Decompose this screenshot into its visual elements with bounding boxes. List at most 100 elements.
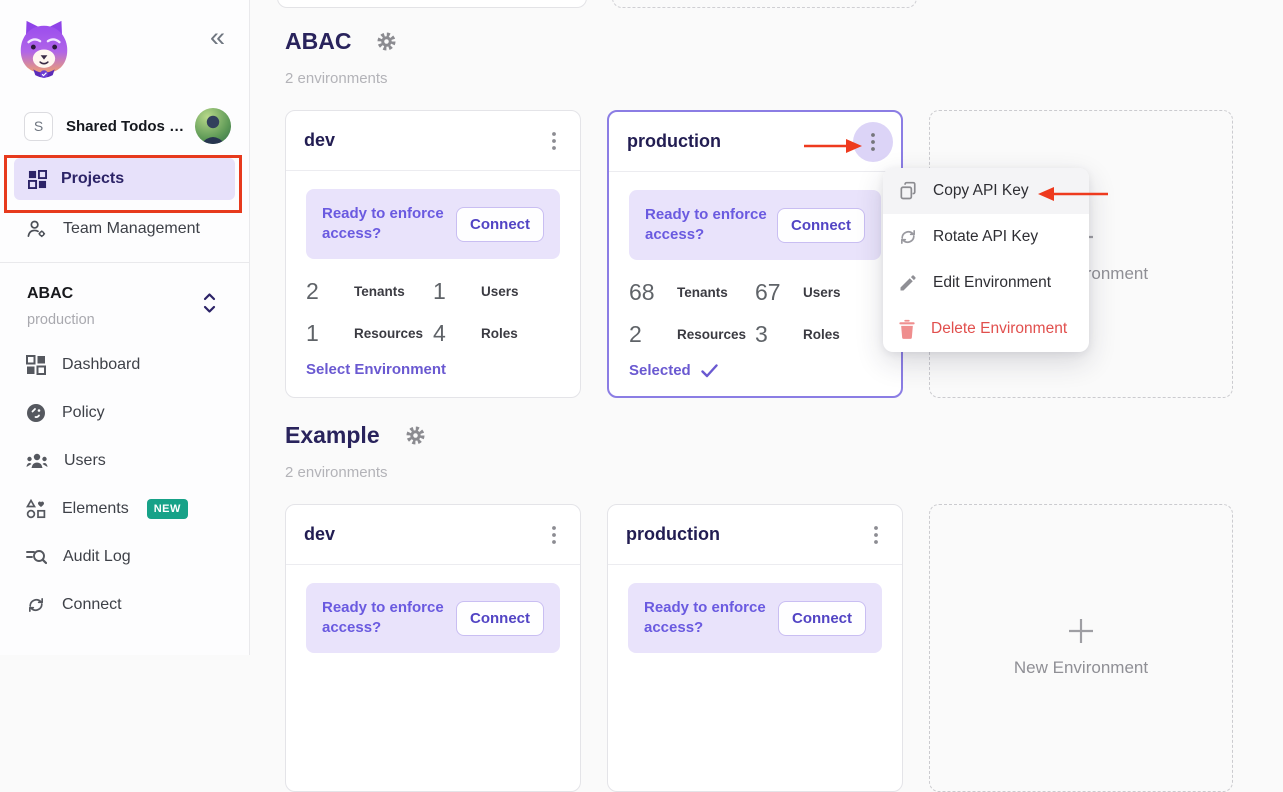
users-icon: [26, 453, 48, 468]
sidebar-item-label: Connect: [62, 596, 122, 613]
selected-project-name: ABAC: [27, 285, 74, 302]
sidebar-item-label: Audit Log: [63, 548, 131, 565]
rotate-icon: [901, 230, 915, 244]
team-management-icon: [27, 220, 46, 238]
connect-banner: Ready to enforce access? Connect: [306, 189, 560, 259]
banner-text: Ready to enforce access?: [322, 204, 444, 242]
sidebar-item-projects[interactable]: Projects: [14, 158, 235, 200]
sidebar-item-label: Projects: [61, 170, 125, 187]
stat-label: Resources: [677, 326, 747, 342]
new-environment-card[interactable]: New Environment: [929, 504, 1233, 792]
kebab-menu-icon-active[interactable]: [853, 121, 893, 162]
sidebar-item-label: Policy: [62, 404, 105, 421]
project-environment-selector[interactable]: ABAC production: [27, 285, 225, 328]
stat-value: 3: [755, 320, 768, 347]
sidebar-item-connect[interactable]: Connect: [0, 581, 249, 629]
workspace-selector[interactable]: S Shared Todos …: [24, 108, 231, 144]
project-settings-gear-icon[interactable]: [376, 31, 397, 52]
connect-button[interactable]: Connect: [456, 206, 544, 242]
policy-icon: [27, 404, 45, 422]
environment-context-menu: Copy API Key Rotate API Key Edit Environ…: [883, 168, 1089, 352]
kebab-menu-icon[interactable]: [546, 128, 562, 154]
previous-card-stub: [277, 0, 587, 8]
project-title: Example: [285, 421, 380, 448]
connect-sync-icon: [29, 598, 44, 612]
banner-text: Ready to enforce access?: [322, 598, 444, 636]
environment-card-dev: dev Ready to enforce access? Connect: [285, 504, 581, 792]
environment-stats: 2 Tenants 1 Users 1 Resources 4 Roles: [286, 275, 580, 349]
chevron-updown-icon: [203, 293, 216, 313]
menu-item-delete-environment[interactable]: Delete Environment: [883, 306, 1089, 352]
stat-label: Roles: [481, 325, 518, 341]
new-environment-label: New Environment: [1013, 658, 1149, 677]
environment-name: production: [626, 524, 720, 544]
permit-dog-logo: [20, 20, 68, 79]
environment-name: dev: [304, 524, 336, 544]
main-content: ABAC 2 environments dev Ready to enforce…: [250, 0, 1283, 792]
connect-button[interactable]: Connect: [777, 207, 865, 243]
trash-icon: [899, 319, 915, 339]
menu-item-label: Rotate API Key: [933, 228, 1039, 245]
previous-new-env-stub: [612, 0, 917, 8]
stat-value: 4: [433, 319, 446, 346]
avatar-photo: [195, 108, 231, 144]
selected-status: Selected: [629, 362, 881, 379]
kebab-menu-icon[interactable]: [546, 522, 562, 548]
select-environment-link[interactable]: Select Environment: [306, 361, 447, 378]
project-title: ABAC: [285, 27, 352, 54]
stat-value: 1: [433, 277, 446, 304]
elements-shapes-icon: [26, 499, 46, 519]
menu-item-label: Copy API Key: [933, 182, 1029, 199]
stat-value: 2: [306, 277, 319, 304]
stat-label: Tenants: [677, 284, 728, 300]
environment-card-production: production Ready to enforce access? Conn…: [607, 504, 903, 792]
sidebar-item-label: Elements: [62, 500, 129, 517]
menu-item-edit-environment[interactable]: Edit Environment: [883, 260, 1089, 306]
kebab-menu-icon[interactable]: [868, 522, 884, 548]
sidebar-item-elements[interactable]: Elements NEW: [0, 485, 249, 533]
banner-text: Ready to enforce access?: [644, 598, 766, 636]
connect-button[interactable]: Connect: [456, 600, 544, 636]
project-section-abac: ABAC 2 environments dev Ready to enforce…: [285, 26, 1233, 398]
stat-value: 68: [629, 278, 655, 305]
sidebar-item-team-management[interactable]: Team Management: [0, 214, 249, 244]
menu-item-copy-api-key[interactable]: Copy API Key: [883, 168, 1089, 214]
connect-banner: Ready to enforce access? Connect: [629, 190, 881, 260]
environment-count: 2 environments: [285, 70, 388, 87]
sidebar-collapse-icon[interactable]: «: [209, 22, 225, 52]
environment-stats: 68 Tenants 67 Users 2 Resources 3 Roles: [609, 276, 901, 350]
sidebar: « S Shared Todos … Projects: [0, 0, 250, 655]
stat-label: Users: [803, 284, 841, 300]
environment-card-production: production Ready to enforce access? Conn…: [607, 110, 903, 398]
dashboard-icon: [26, 355, 46, 375]
audit-log-icon: [26, 549, 47, 564]
sidebar-divider: [0, 262, 249, 263]
selected-environment-name: production: [27, 312, 95, 328]
sidebar-item-users[interactable]: Users: [0, 437, 249, 485]
environment-name: dev: [304, 130, 336, 150]
connect-button[interactable]: Connect: [778, 600, 866, 636]
workspace-initial-badge: S: [24, 111, 53, 141]
workspace-name: Shared Todos …: [66, 117, 185, 135]
connect-banner: Ready to enforce access? Connect: [306, 583, 560, 653]
stat-value: 2: [629, 320, 642, 347]
projects-grid-icon: [28, 169, 47, 189]
check-icon: [701, 363, 718, 377]
sidebar-item-label: Users: [64, 452, 106, 469]
sidebar-item-label: Team Management: [63, 220, 200, 237]
project-section-example: Example 2 environments dev Ready to enfo…: [285, 420, 1233, 792]
project-settings-gear-icon[interactable]: [405, 425, 426, 446]
environment-card-dev: dev Ready to enforce access? Connect 2 Te…: [285, 110, 581, 398]
new-badge: NEW: [146, 499, 188, 519]
stat-label: Tenants: [354, 283, 405, 299]
stat-value: 1: [306, 319, 319, 346]
user-avatar[interactable]: [195, 108, 231, 144]
stat-label: Resources: [354, 325, 424, 341]
sidebar-item-dashboard[interactable]: Dashboard: [0, 341, 249, 389]
menu-item-label: Delete Environment: [931, 320, 1068, 337]
sidebar-item-audit-log[interactable]: Audit Log: [0, 533, 249, 581]
pencil-icon: [900, 275, 916, 291]
sidebar-item-policy[interactable]: Policy: [0, 389, 249, 437]
menu-item-rotate-api-key[interactable]: Rotate API Key: [883, 214, 1089, 260]
stat-label: Users: [481, 283, 519, 299]
